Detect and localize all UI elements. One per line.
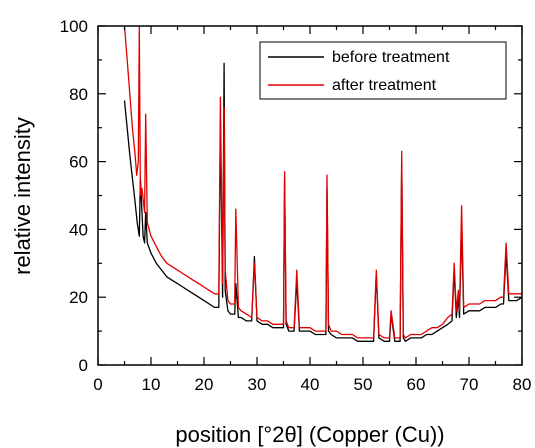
x-tick-label: 10: [142, 375, 161, 394]
plot-area: [123, 26, 522, 342]
y-tick-label: 40: [69, 220, 88, 239]
x-tick-label: 80: [513, 375, 532, 394]
x-tick-label: 30: [248, 375, 267, 394]
x-tick-label: 40: [301, 375, 320, 394]
axis-ticks: 0 10 20 30 40 50 60 70 80 0 20 40 60 80 100: [60, 17, 532, 394]
legend-label-before-treatment: before treatment: [332, 49, 450, 66]
x-tick-label: 50: [354, 375, 373, 394]
series-line-after-treatment: [123, 26, 522, 339]
legend-box: [259, 41, 507, 100]
x-tick-label: 0: [93, 375, 102, 394]
y-tick-label: 80: [69, 85, 88, 104]
y-tick-label: 100: [60, 17, 88, 36]
series-line-before-treatment: [123, 62, 522, 342]
legend-label-after-treatment: after treatment: [332, 77, 437, 94]
y-axis-label: relative intensity: [10, 117, 35, 275]
x-tick-label: 20: [195, 375, 214, 394]
legend: before treatment after treatment: [259, 41, 507, 100]
y-tick-label: 60: [69, 153, 88, 172]
x-axis-label: position [°2θ] (Copper (Cu)): [175, 422, 444, 447]
x-tick-label: 60: [407, 375, 426, 394]
y-tick-label: 20: [69, 288, 88, 307]
y-tick-label: 0: [79, 356, 88, 375]
x-tick-label: 70: [460, 375, 479, 394]
